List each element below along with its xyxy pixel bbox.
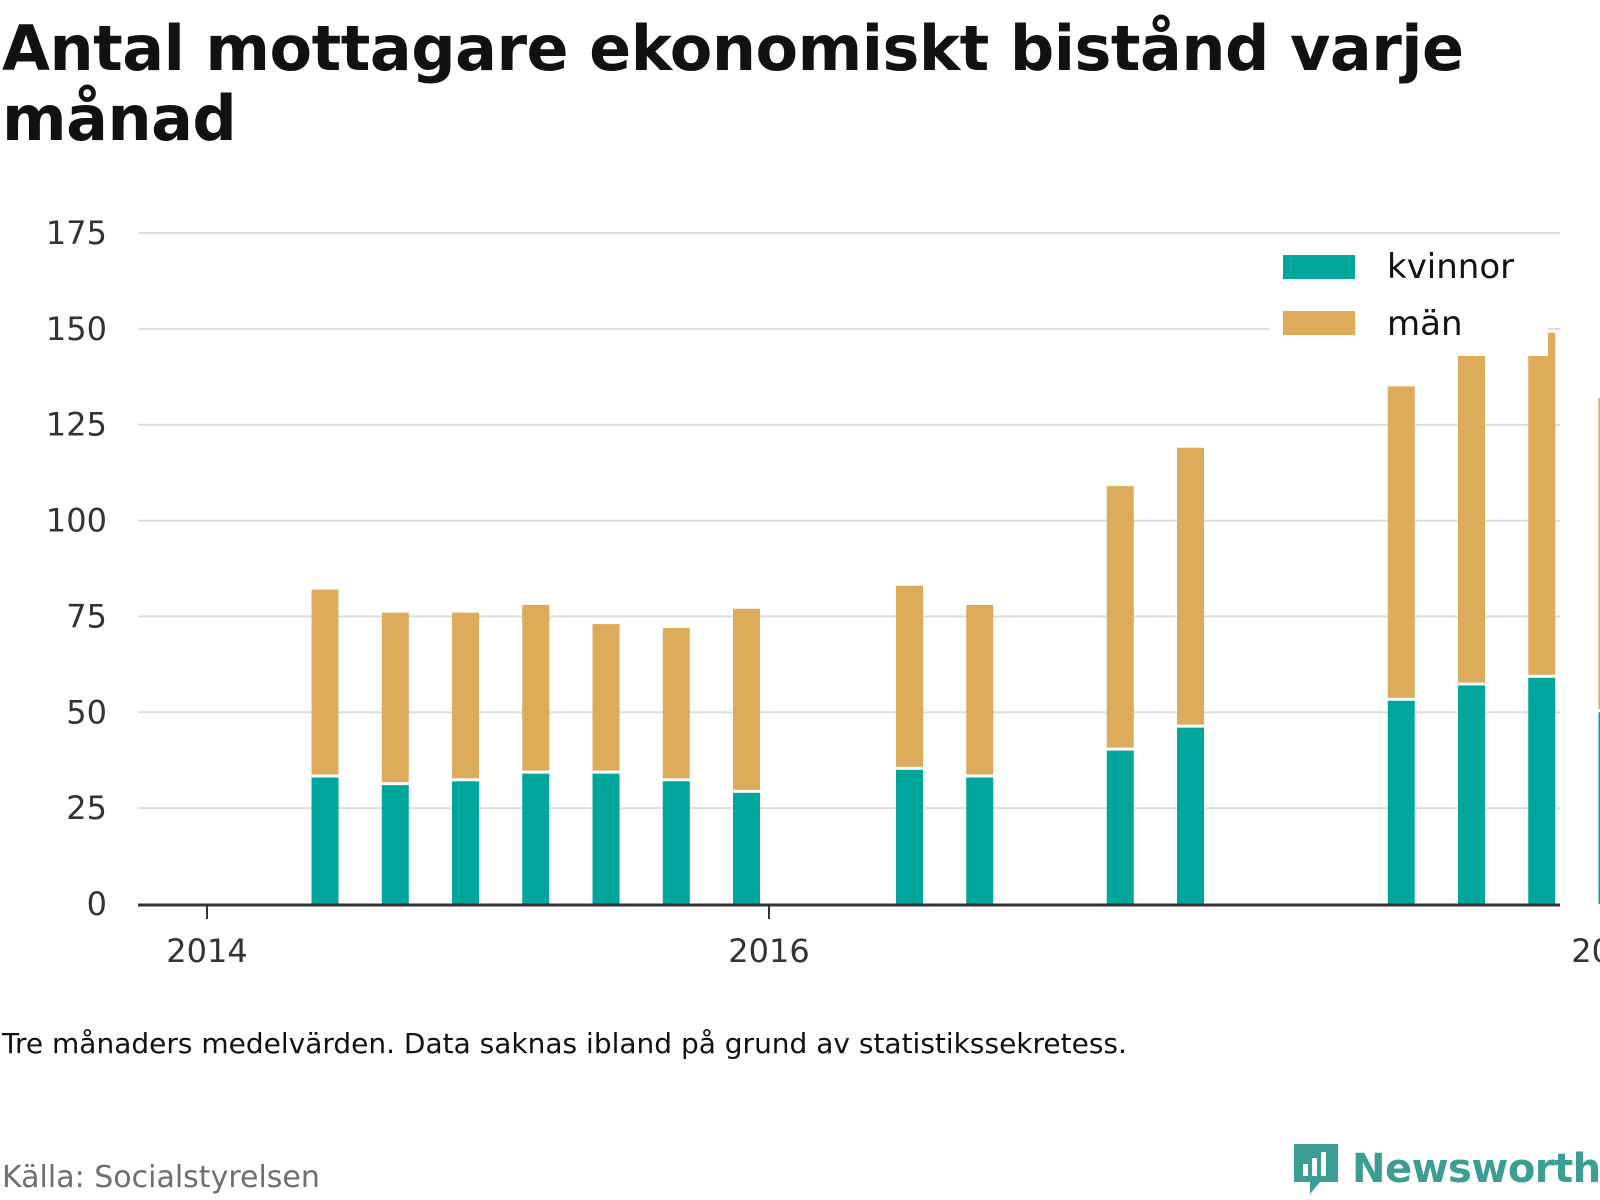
bar-kvinnor	[381, 785, 409, 904]
y-tick-label: 175	[46, 214, 107, 252]
bar-kvinnor	[1458, 685, 1485, 904]
bars	[311, 328, 1600, 904]
bar-man	[733, 608, 761, 790]
legend-label-man: män	[1387, 304, 1463, 344]
y-tick-label: 75	[66, 597, 107, 635]
x-axis: 20142016201920212023	[138, 903, 1600, 970]
bar-man	[522, 604, 550, 771]
bar-man	[1106, 486, 1134, 748]
brand-name: Newsworthy	[1352, 1146, 1600, 1192]
y-tick-label: 125	[46, 406, 107, 444]
bar-kvinnor	[662, 781, 690, 904]
legend: kvinnor män	[1270, 234, 1548, 356]
bar-man	[592, 624, 620, 771]
bar-kvinnor	[452, 781, 480, 904]
bar-man	[1528, 332, 1556, 675]
bar-kvinnor	[592, 773, 620, 904]
bar-kvinnor	[733, 792, 761, 904]
y-tick-label: 0	[87, 885, 107, 923]
bar-man	[1177, 447, 1204, 725]
bar-kvinnor	[1387, 700, 1415, 904]
x-tick-label: 2016	[728, 932, 809, 970]
bar-kvinnor	[896, 769, 923, 904]
y-tick-label: 25	[66, 789, 107, 827]
bar-kvinnor	[1177, 727, 1204, 904]
bar-man	[1458, 328, 1485, 683]
legend-swatch-kvinnor	[1283, 255, 1355, 279]
bar-man	[662, 627, 690, 779]
x-tick-label: 2019	[1571, 932, 1600, 970]
y-tick-label: 100	[46, 502, 107, 540]
bar-man	[452, 612, 480, 779]
bar-man	[311, 589, 339, 775]
legend-label-kvinnor: kvinnor	[1387, 247, 1514, 287]
legend-background	[1270, 234, 1548, 356]
legend-swatch-man	[1283, 311, 1355, 335]
bar-kvinnor	[522, 773, 550, 904]
bar-man	[966, 604, 994, 775]
bar-kvinnor	[1528, 677, 1556, 904]
bar-man	[381, 612, 409, 783]
newsworthy-logo-icon	[1294, 1144, 1338, 1194]
y-tick-label: 150	[46, 310, 107, 348]
chart-note: Tre månaders medelvärden. Data saknas ib…	[2, 1027, 1127, 1060]
y-tick-label: 50	[66, 693, 107, 731]
x-tick-label: 2014	[166, 932, 247, 970]
source-text: Källa: Socialstyrelsen	[2, 1160, 320, 1195]
bar-man	[1598, 397, 1600, 710]
brand-logo: Newsworthy	[1290, 1140, 1600, 1198]
chart-title: Antal mottagare ekonomiskt bistånd varje…	[2, 12, 1464, 155]
bar-kvinnor	[311, 777, 339, 904]
bar-man	[896, 585, 923, 767]
bar-man	[1387, 386, 1415, 698]
y-axis-ticks: 0 25 50 75 100 125 150 175	[46, 214, 107, 923]
bar-kvinnor	[1598, 712, 1600, 904]
bar-kvinnor	[1106, 750, 1134, 904]
bar-kvinnor	[966, 777, 994, 904]
